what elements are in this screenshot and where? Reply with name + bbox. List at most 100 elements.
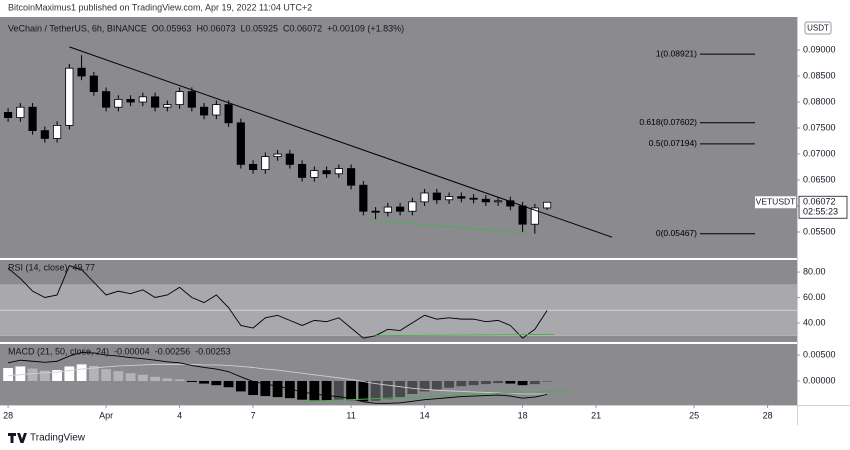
histogram-bar — [64, 366, 75, 381]
x-tick-label: Apr — [99, 410, 113, 420]
histogram-bar — [517, 380, 528, 386]
histogram-bar — [76, 364, 87, 381]
candle-body — [420, 192, 429, 203]
histogram-bar — [235, 380, 246, 392]
unit-box — [804, 21, 832, 35]
candle-body — [543, 201, 552, 209]
candle-body — [273, 153, 282, 158]
histogram-bar — [186, 380, 197, 383]
candle-body — [200, 106, 209, 116]
histogram-bar — [88, 365, 99, 381]
histogram-bar — [419, 380, 430, 392]
y-tick-label: 40.00 — [803, 317, 826, 327]
candle-body — [65, 67, 74, 126]
candle-body — [249, 164, 258, 171]
signal-line — [8, 363, 548, 395]
candle-body — [530, 207, 539, 225]
histogram-bar — [505, 380, 516, 384]
candle-body — [89, 75, 98, 93]
rsi-line — [7, 265, 548, 339]
ohlc-value: C0.06072 — [283, 23, 322, 33]
candle-body — [481, 198, 490, 203]
histogram-bar — [456, 380, 467, 387]
histogram-bar — [468, 380, 479, 386]
histogram-bar — [542, 380, 552, 382]
histogram-bar — [199, 380, 209, 384]
candle-body — [432, 192, 441, 201]
y-tick-label: 0.05500 — [803, 226, 836, 236]
histogram-bar — [407, 380, 418, 394]
candle-body — [261, 156, 270, 171]
macd-line — [7, 351, 548, 404]
histogram-bar — [248, 380, 258, 396]
histogram-bar — [174, 379, 185, 381]
candle-body — [212, 104, 221, 116]
candle-body — [469, 197, 478, 200]
candle-body — [236, 122, 245, 165]
candle-body — [383, 206, 392, 213]
indicator-value: -0.00256 — [155, 346, 191, 356]
histogram-bar — [162, 378, 173, 381]
histogram-bar — [211, 380, 222, 386]
candle-body — [506, 200, 515, 207]
ohlc-value: +0.00109 (+1.83%) — [327, 23, 404, 33]
candle-body — [494, 200, 503, 203]
candle-body — [102, 91, 111, 108]
support-line — [302, 389, 572, 403]
candle-body — [457, 196, 466, 199]
candle-body — [371, 210, 380, 213]
indicator-value: 49.77 — [73, 262, 96, 272]
histogram-bar — [125, 373, 136, 381]
y-tick-label: 0.00000 — [803, 375, 836, 385]
x-tick-label: 11 — [346, 410, 355, 420]
fib-level-label: 0(0.05467) — [656, 228, 697, 238]
histogram-bar — [333, 380, 344, 400]
candle-body — [4, 112, 13, 119]
candle-body — [445, 196, 454, 201]
y-tick-label: 60.00 — [803, 292, 826, 302]
y-tick-label: 80.00 — [803, 266, 826, 276]
footer-brand: TradingView — [30, 433, 86, 444]
footer-logo: TradingView — [8, 433, 86, 444]
indicator-value: -0.00253 — [195, 346, 231, 356]
histogram-bar — [358, 380, 369, 402]
y-tick-label: 0.07500 — [803, 122, 836, 132]
fib-level-label: 0.618(0.07602) — [639, 117, 697, 127]
histogram-bar — [480, 380, 491, 385]
candle-body — [151, 96, 160, 108]
y-tick-label: 0.08500 — [803, 70, 836, 80]
histogram-bar — [297, 380, 307, 400]
x-tick-label: 4 — [177, 410, 182, 420]
symbol-title: VeChain / TetherUS, 6h, BINANCE — [8, 23, 147, 33]
y-tick-label: 0.00500 — [803, 349, 836, 359]
symbol-box — [755, 196, 796, 209]
histogram-bar — [101, 369, 111, 381]
x-tick-label: 25 — [689, 410, 699, 420]
candle-body — [16, 106, 25, 119]
candle-body — [126, 99, 135, 103]
histogram-bar — [284, 380, 295, 399]
publisher-line: BitcoinMaximus1 published on TradingView… — [8, 2, 312, 12]
ohlc-value: H0.06073 — [196, 23, 235, 33]
indicator-title: MACD (21, 50, close, 24) — [8, 346, 109, 356]
histogram-bar — [370, 380, 381, 401]
candle-body — [77, 67, 86, 77]
logo-icon — [8, 433, 27, 443]
ohlc-value: O0.05963 — [152, 23, 192, 33]
histogram-bar — [529, 380, 540, 385]
indicator-title: RSI (14, close) — [8, 262, 68, 272]
indicator-value: -0.00004 — [114, 346, 150, 356]
y-tick-label: 0.08000 — [803, 96, 836, 106]
histogram-bar — [150, 376, 160, 381]
histogram-bar — [52, 370, 62, 381]
candle-body — [187, 91, 196, 108]
histogram-bar — [309, 380, 320, 401]
histogram-bar — [382, 380, 393, 400]
y-tick-label: 0.06500 — [803, 174, 836, 184]
candle-body — [310, 170, 319, 178]
pane-background — [0, 17, 797, 258]
candle-body — [334, 168, 343, 175]
candle-body — [53, 125, 62, 139]
candle-body — [224, 104, 233, 124]
